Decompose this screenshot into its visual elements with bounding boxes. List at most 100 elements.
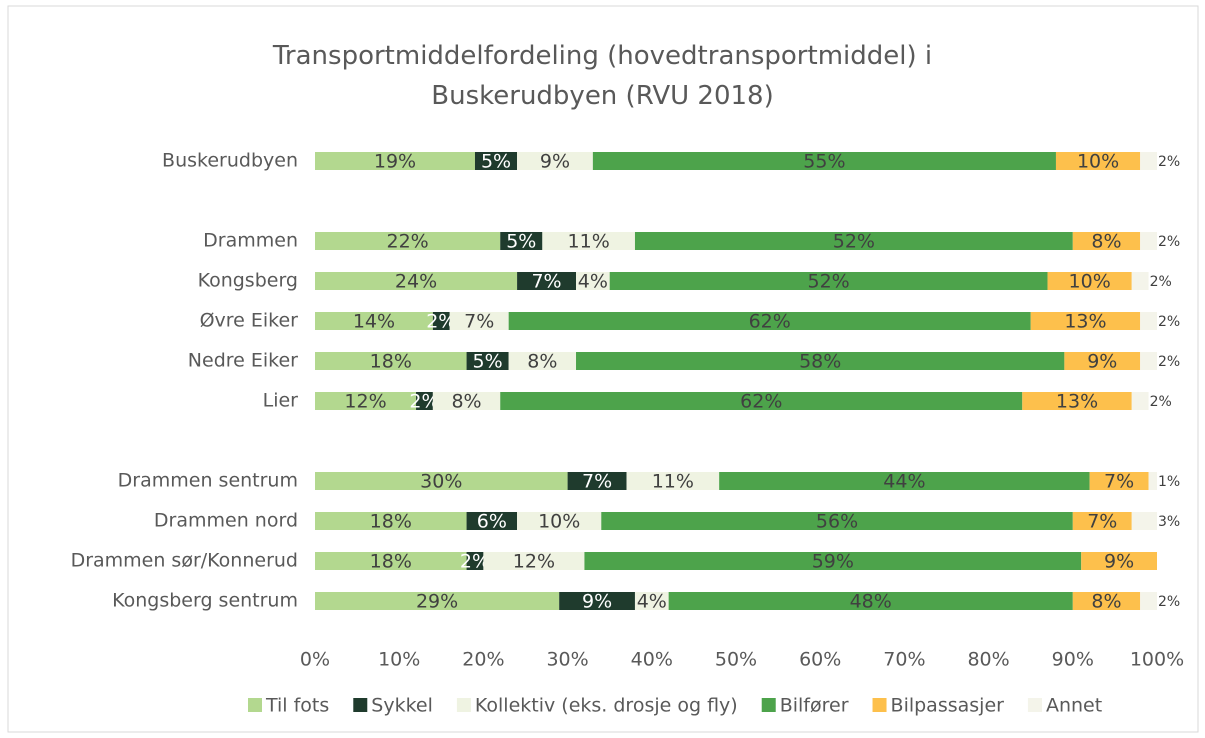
data-label: 2% [1150,274,1172,290]
y-tick-label: Nedre Eiker [188,350,298,372]
bar-segment [1131,272,1149,290]
data-label: 2% [1150,394,1172,410]
data-label: 7% [1087,511,1117,533]
bar-segment [1072,592,1141,610]
bar-segment [1089,472,1149,490]
bar-segment [449,312,509,330]
data-label: 48% [850,591,892,613]
data-label: 59% [812,551,854,573]
chart-title: Transportmiddelfordeling (hovedtransport… [272,41,933,111]
data-label: 5% [473,351,503,373]
bar-segment [584,552,1082,570]
bar-segment [576,352,1065,370]
legend-swatch [353,698,368,712]
bar-segment [517,512,602,530]
data-label: 3% [1158,514,1180,530]
data-label: 8% [451,391,481,413]
bar-segment [592,152,1056,170]
data-label: 55% [803,151,845,173]
y-tick-label: Kongsberg sentrum [112,590,298,612]
bar-segment [542,232,635,250]
bar-segment [466,552,484,570]
legend-label: Kollektiv (eks. drosje og fly) [475,695,738,717]
bar-segment [483,552,585,570]
bar-segment [315,592,560,610]
legend-swatch [248,698,262,712]
data-label: 4% [637,591,667,613]
bar-segment [508,312,1031,330]
data-label: 44% [883,471,925,493]
data-label: 2% [1158,234,1180,250]
x-tick-label: 80% [967,649,1009,671]
bar-segment [1148,472,1157,490]
y-tick-label: Drammen sør/Konnerud [71,550,298,572]
data-label: 2% [1158,154,1180,170]
bar-segment [1140,352,1157,370]
bar-segment [517,152,593,170]
data-label: 9% [1104,551,1134,573]
data-label: 12% [344,391,386,413]
bar-segment [559,592,635,610]
bar-segment [500,232,543,250]
legend-swatch [872,698,887,712]
data-label: 11% [568,231,610,253]
data-label: 62% [749,311,791,333]
data-label: 7% [1104,471,1134,493]
data-label: 4% [578,271,608,293]
bar-segment [474,152,518,170]
bar-segment [432,392,501,410]
bar-segment [1072,512,1132,530]
bar-segment [517,272,577,290]
data-label: 6% [477,511,507,533]
data-label: 13% [1056,391,1098,413]
bar-segment [1131,512,1157,530]
data-label: 8% [527,351,557,373]
x-tick-label: 10% [378,649,420,671]
data-label: 11% [652,471,694,493]
y-tick-label: Lier [263,390,299,412]
data-label: 5% [506,231,536,253]
data-label: 5% [481,151,511,173]
y-tick-label: Drammen sentrum [118,470,298,492]
data-label: 2% [1158,314,1180,330]
bar-segment [315,392,417,410]
bar-segment [1047,272,1132,290]
data-label: 9% [540,151,570,173]
legend-label: Bilpassasjer [891,695,1005,717]
bar-segment [1140,152,1157,170]
data-label: 22% [387,231,429,253]
bar-segment [315,352,467,370]
bar-segment [1140,232,1157,250]
bar-segment [1131,392,1149,410]
bar-segment [576,272,610,290]
bar-segment [567,472,627,490]
bar-segment [315,152,475,170]
bar-segment [668,592,1073,610]
data-label: 18% [370,351,412,373]
bar-segment [1072,232,1141,250]
data-label: 2% [1158,354,1180,370]
bar-segment [466,352,509,370]
data-label: 19% [374,151,416,173]
data-label: 10% [1077,151,1119,173]
data-label: 2% [460,551,490,573]
legend-label: Bilfører [780,695,849,717]
x-tick-label: 50% [715,649,757,671]
legend-swatch [1027,698,1042,712]
data-label: 10% [1069,271,1111,293]
data-label: 12% [513,551,555,573]
y-tick-label: Øvre Eiker [200,310,299,332]
y-tick-label: Buskerudbyen [162,150,298,172]
data-label: 18% [370,551,412,573]
bar-segment [634,232,1073,250]
x-tick-label: 70% [883,649,925,671]
legend-swatch [761,698,776,712]
bar-segment [601,512,1073,530]
data-label: 1% [1158,474,1180,490]
bar-segment [1030,312,1141,330]
data-label: 2% [409,391,439,413]
bar-segment [315,552,467,570]
data-label: 52% [833,231,875,253]
data-label: 7% [464,311,494,333]
data-label: 8% [1091,231,1121,253]
